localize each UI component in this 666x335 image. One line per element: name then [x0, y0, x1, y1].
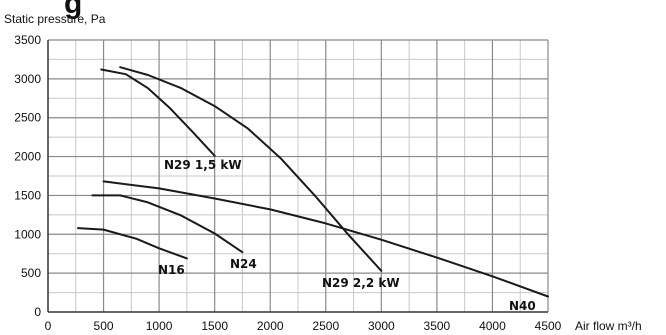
y-tick-label: 0	[34, 305, 41, 319]
series-label-n24: N24	[230, 257, 257, 271]
x-tick-label: 0	[45, 319, 52, 333]
y-axis-title: Static pressure, Pa	[4, 12, 106, 26]
y-tick-label: 500	[21, 266, 41, 280]
minor-gridlines	[48, 40, 548, 312]
x-tick-label: 4000	[479, 319, 506, 333]
x-tick-label: 4500	[535, 319, 562, 333]
x-axis-title: Air flow m³/h	[575, 319, 642, 333]
series-lines	[77, 66, 549, 298]
y-tick-label: 2500	[14, 111, 41, 125]
y-tick-label: 1500	[14, 188, 41, 202]
x-tick-label: 3500	[424, 319, 451, 333]
series-label-n40: N40	[509, 299, 536, 313]
series-label-n29-1-5kw: N29 1,5 kW	[164, 158, 242, 172]
x-tick-label: 1000	[146, 319, 173, 333]
y-tick-labels: 0 500 1000 1500 2000 2500 3000 3500	[14, 33, 41, 319]
y-tick-label: 1000	[14, 227, 41, 241]
series-line-0	[100, 68, 216, 157]
series-line-3	[77, 227, 188, 260]
y-tick-label: 2000	[14, 150, 41, 164]
x-tick-label: 2000	[257, 319, 284, 333]
x-tick-label: 2500	[312, 319, 339, 333]
series-line-1	[119, 66, 383, 272]
y-tick-label: 3000	[14, 72, 41, 86]
major-gridlines	[48, 39, 549, 312]
series-line-2	[91, 194, 244, 254]
series-line-4	[102, 180, 549, 298]
y-tick-label: 3500	[14, 33, 41, 47]
x-tick-label: 1500	[201, 319, 228, 333]
x-tick-labels: 0 500 1000 1500 2000 2500 3000 3500 4000 4500	[45, 319, 562, 333]
series-label-n29-2-2kw: N29 2,2 kW	[322, 276, 400, 290]
x-tick-label: 3000	[368, 319, 395, 333]
heading-fragment: g	[64, 0, 82, 20]
x-tick-label: 500	[94, 319, 114, 333]
series-label-n16: N16	[158, 263, 185, 277]
